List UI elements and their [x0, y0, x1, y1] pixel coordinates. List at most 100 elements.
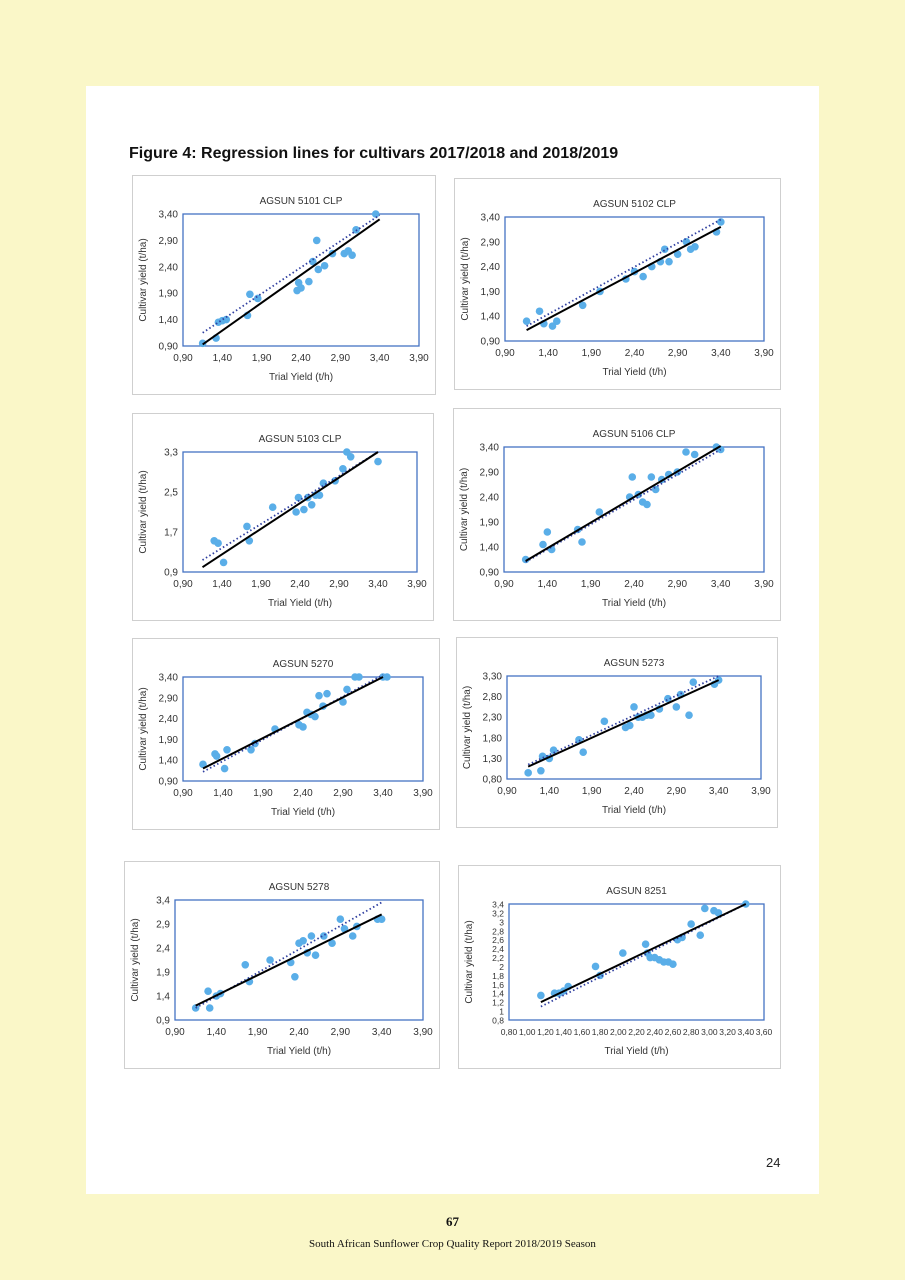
x-tick-label: 3,40 — [372, 1027, 392, 1038]
data-point — [625, 721, 634, 730]
data-point — [311, 712, 319, 721]
plot-frame — [503, 446, 765, 573]
x-tick-label: 1,90 — [582, 348, 602, 359]
data-point — [311, 951, 320, 959]
y-tick-label: 1,40 — [480, 543, 500, 554]
chart-agsun-5270: AGSUN 5270 0,90 1,40 1,90 2,40 2,90 3,40 3,90 0,… — [138, 659, 433, 818]
y-tick-label: 0,90 — [481, 337, 501, 348]
x-tick-label: 3,20 — [719, 1027, 736, 1037]
data-point — [522, 317, 531, 325]
x-tick-label: 2,90 — [668, 348, 688, 359]
x-tick-label: 3,90 — [754, 348, 774, 359]
chart-agsun-5102: AGSUN 5102 CLP 0,90 1,40 1,90 2,40 2,90 3,40 3,… — [460, 199, 774, 378]
x-tick-label: 2,40 — [293, 788, 313, 799]
data-point — [297, 284, 305, 292]
y-axis-label: Cultivar yield (t/ha) — [138, 238, 149, 321]
regression-line — [202, 676, 384, 770]
x-axis-label: Trial Yield (t/h) — [602, 598, 666, 609]
data-point — [641, 940, 650, 948]
x-tick-label: 1,90 — [251, 579, 271, 590]
regression-line — [525, 445, 722, 562]
data-point — [549, 746, 558, 754]
y-tick-label: 1,7 — [164, 528, 178, 539]
x-tick-label: 2,80 — [683, 1027, 700, 1037]
y-tick-label: 1,4 — [492, 989, 504, 999]
y-tick-label: 2,8 — [492, 926, 504, 936]
data-point — [243, 522, 251, 531]
y-tick-label: 1,9 — [156, 968, 170, 979]
data-point — [314, 265, 323, 274]
data-point — [253, 294, 262, 303]
x-tick-label: 3,40 — [738, 1027, 755, 1037]
data-point — [524, 769, 532, 777]
data-point — [247, 746, 255, 754]
data-point — [319, 479, 328, 487]
data-point — [307, 932, 316, 940]
y-tick-label: 2,90 — [159, 236, 179, 247]
x-tick-label: 1,80 — [592, 1027, 609, 1037]
data-point — [377, 915, 386, 923]
data-point — [346, 453, 355, 461]
chart-title: AGSUN 5278 — [269, 882, 330, 893]
data-point — [685, 711, 693, 719]
x-tick-label: 0,90 — [495, 348, 515, 359]
y-tick-label: 2,90 — [481, 237, 501, 248]
y-tick-label: 1,40 — [159, 315, 179, 326]
chart-panel-agsun-8251: AGSUN 8251 0,80 1,00 1,20 1,40 1,60 1,80 2,00 2,… — [458, 865, 781, 1069]
data-point — [328, 939, 336, 947]
regression-line — [195, 913, 383, 1007]
data-point — [673, 250, 682, 258]
y-tick-label: 1 — [499, 1007, 504, 1017]
chart-title: AGSUN 8251 — [606, 886, 667, 897]
y-tick-label: 3,40 — [159, 210, 179, 221]
y-axis-label: Cultivar yield (t/ha) — [130, 918, 141, 1001]
y-tick-label: 1,6 — [492, 980, 504, 990]
x-tick-label: 3,40 — [711, 348, 731, 359]
x-tick-label: 1,90 — [582, 786, 602, 797]
page-number: 24 — [766, 1155, 781, 1170]
x-tick-label: 3,00 — [701, 1027, 718, 1037]
chart-title: AGSUN 5101 CLP — [260, 196, 343, 207]
y-tick-label: 2,9 — [156, 920, 170, 931]
footer-page-number: 67 — [446, 1214, 459, 1229]
x-tick-label: 3,90 — [751, 786, 771, 797]
chart-title: AGSUN 5106 CLP — [593, 429, 676, 440]
y-tick-label: 3,4 — [156, 896, 170, 907]
dotted-trend-line — [526, 218, 722, 327]
y-tick-label: 2,90 — [159, 693, 179, 704]
data-point — [537, 766, 545, 775]
chart-agsun-5103: AGSUN 5103 CLP 0,90 1,40 1,90 2,40 2,90 3,40 3,… — [138, 434, 427, 609]
y-axis-label: Cultivar yield (t/ha) — [459, 468, 470, 551]
data-point — [204, 987, 212, 995]
x-axis-label: Trial Yield (t/h) — [268, 598, 332, 609]
y-tick-label: 2,5 — [164, 488, 178, 499]
y-tick-label: 2,40 — [480, 493, 500, 504]
data-point — [701, 904, 709, 913]
y-tick-label: 0,90 — [480, 568, 500, 579]
chart-panel-agsun-5106: AGSUN 5106 CLP 0,90 1,40 1,90 2,40 2,90 3,40 3,… — [453, 408, 781, 621]
x-axis-label: Trial Yield (t/h) — [602, 805, 666, 816]
chart-title: AGSUN 5270 — [273, 659, 334, 670]
x-tick-label: 3,60 — [756, 1027, 773, 1037]
y-tick-label: 3,30 — [483, 672, 503, 683]
y-tick-label: 0,90 — [159, 342, 179, 353]
x-tick-label: 0,90 — [494, 579, 514, 590]
chart-panel-agsun-5102: AGSUN 5102 CLP 0,90 1,40 1,90 2,40 2,90 3,40 3,… — [454, 178, 781, 390]
y-tick-label: 0,9 — [156, 1016, 170, 1027]
data-point — [548, 322, 557, 330]
y-tick-label: 1,8 — [492, 971, 504, 981]
data-point — [348, 251, 356, 259]
data-point — [665, 257, 673, 266]
data-point — [672, 703, 681, 711]
y-tick-label: 1,90 — [159, 735, 179, 746]
figure-title: Figure 4: Regression lines for cultivars… — [129, 145, 619, 162]
plot-frame — [508, 903, 765, 1021]
x-tick-label: 1,90 — [248, 1027, 268, 1038]
data-point — [355, 673, 363, 681]
plot-frame — [506, 675, 762, 780]
y-tick-label: 3,3 — [164, 448, 178, 459]
x-tick-label: 3,40 — [368, 579, 388, 590]
y-axis-label: Cultivar yield (t/ha) — [138, 470, 149, 553]
y-tick-label: 2,40 — [159, 262, 179, 273]
x-tick-label: 3,40 — [709, 786, 729, 797]
